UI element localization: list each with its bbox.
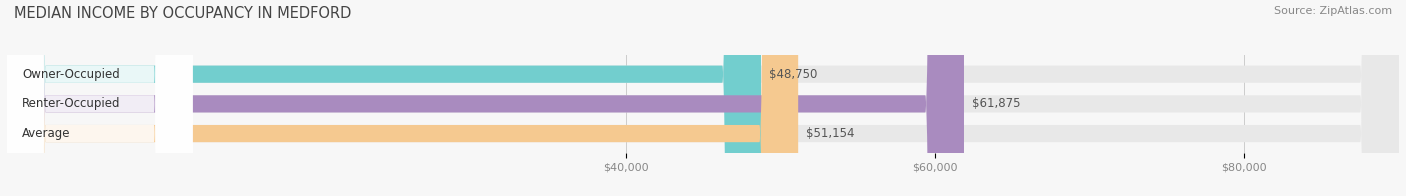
Text: Average: Average [22, 127, 70, 140]
FancyBboxPatch shape [7, 0, 1399, 196]
FancyBboxPatch shape [7, 0, 965, 196]
Text: $48,750: $48,750 [769, 68, 817, 81]
FancyBboxPatch shape [7, 0, 799, 196]
FancyBboxPatch shape [7, 0, 1399, 196]
FancyBboxPatch shape [7, 0, 761, 196]
FancyBboxPatch shape [7, 0, 193, 196]
Text: Owner-Occupied: Owner-Occupied [22, 68, 120, 81]
Text: $51,154: $51,154 [806, 127, 855, 140]
FancyBboxPatch shape [7, 0, 193, 196]
Text: Source: ZipAtlas.com: Source: ZipAtlas.com [1274, 6, 1392, 16]
Text: MEDIAN INCOME BY OCCUPANCY IN MEDFORD: MEDIAN INCOME BY OCCUPANCY IN MEDFORD [14, 6, 352, 21]
Text: $61,875: $61,875 [972, 97, 1021, 110]
Text: Renter-Occupied: Renter-Occupied [22, 97, 121, 110]
FancyBboxPatch shape [7, 0, 193, 196]
FancyBboxPatch shape [7, 0, 1399, 196]
